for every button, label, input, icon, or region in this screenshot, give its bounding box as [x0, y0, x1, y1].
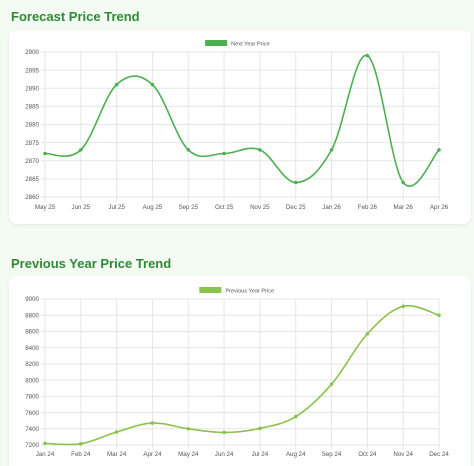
y-tick-label: 2875: [25, 140, 39, 147]
forecast-section-title: Forecast Price Trend: [11, 9, 140, 24]
x-tick-label: Mar 24: [107, 451, 127, 458]
x-tick-label: Apr 26: [430, 204, 449, 211]
x-tick-label: Oct 25: [215, 204, 234, 211]
x-tick-label: May 25: [35, 204, 56, 211]
x-tick-label: Jan 24: [36, 451, 55, 458]
x-tick-label: Feb 26: [358, 204, 378, 211]
x-tick-label: Feb 24: [71, 451, 91, 458]
y-tick-label: 9000: [25, 296, 39, 303]
data-point[interactable]: [222, 430, 226, 435]
legend-swatch: [205, 40, 228, 46]
x-tick-label: Jul 24: [252, 451, 269, 458]
data-point[interactable]: [43, 441, 47, 446]
x-tick-label: Jul 25: [108, 204, 125, 211]
data-point[interactable]: [401, 304, 405, 309]
data-point[interactable]: [186, 426, 191, 431]
data-point[interactable]: [186, 148, 191, 152]
grid: [41, 51, 440, 201]
data-point[interactable]: [222, 151, 226, 156]
x-tick-label: Dec 24: [429, 451, 449, 458]
y-tick-label: 7600: [25, 410, 39, 417]
grid: [41, 298, 440, 449]
data-point[interactable]: [258, 426, 262, 431]
data-point[interactable]: [150, 82, 155, 87]
data-point[interactable]: [293, 414, 298, 419]
x-tick-label: Jun 25: [72, 204, 91, 211]
y-tick-label: 7400: [25, 426, 39, 433]
x-tick-label: Apr 24: [143, 451, 162, 458]
x-tick-label: Sep 25: [178, 204, 198, 211]
data-point[interactable]: [150, 421, 155, 425]
previous-year-chart-card: 7200 7400 7600 7800 8000 8200 8400 8600 8800 9000…: [9, 276, 471, 466]
data-point[interactable]: [437, 148, 441, 152]
data-point[interactable]: [329, 382, 334, 386]
data-point[interactable]: [293, 180, 298, 185]
data-point[interactable]: [329, 148, 334, 152]
x-tick-label: Nov 24: [393, 451, 413, 458]
y-tick-label: 7200: [25, 442, 39, 449]
y-tick-label: 8000: [25, 377, 39, 384]
x-tick-label: Sep 24: [322, 451, 342, 458]
y-tick-label: 2880: [25, 122, 39, 129]
y-tick-label: 7800: [25, 394, 39, 401]
x-tick-label: Mar 26: [394, 204, 414, 211]
legend-label: Next Year Price: [231, 42, 270, 48]
data-point[interactable]: [114, 82, 119, 87]
x-tick-label: Dec 25: [286, 204, 306, 211]
previous-year-price-chart: 7200 7400 7600 7800 8000 8200 8400 8600 8800 9000…: [25, 287, 449, 458]
x-tick-label: Aug 24: [286, 451, 306, 458]
y-tick-label: 8800: [25, 312, 39, 319]
forecast-price-chart: 2860 2865 2870 2875 2880 2885 2890 2895 2900 May …: [25, 40, 449, 211]
series-line: [44, 54, 440, 187]
data-point[interactable]: [79, 441, 83, 446]
legend-swatch: [199, 287, 222, 293]
y-tick-label: 8400: [25, 345, 39, 352]
x-tick-label: Nov 25: [250, 204, 270, 211]
y-tick-label: 2860: [25, 194, 39, 201]
x-tick-label: Oct 24: [358, 451, 377, 458]
y-tick-label: 2890: [25, 85, 39, 92]
y-tick-label: 8200: [25, 361, 39, 368]
legend-label: Previous Year Price: [225, 289, 274, 295]
x-tick-label: Aug 25: [143, 204, 163, 211]
y-tick-label: 2865: [25, 176, 39, 183]
x-tick-label: May 24: [178, 451, 199, 458]
legend[interactable]: Previous Year Price: [199, 287, 274, 295]
data-point[interactable]: [437, 313, 441, 318]
y-tick-label: 2895: [25, 67, 39, 74]
previous-year-section-title: Previous Year Price Trend: [11, 256, 172, 271]
data-point[interactable]: [365, 53, 370, 58]
data-point[interactable]: [43, 151, 47, 156]
forecast-chart-card: 2860 2865 2870 2875 2880 2885 2890 2895 2900 May …: [9, 30, 471, 224]
data-point[interactable]: [258, 148, 262, 152]
x-tick-label: Jun 24: [215, 451, 234, 458]
data-point[interactable]: [114, 430, 119, 434]
legend[interactable]: Next Year Price: [205, 40, 270, 48]
data-point[interactable]: [79, 148, 83, 152]
x-tick-label: Jan 26: [322, 204, 341, 211]
data-point[interactable]: [365, 332, 370, 336]
y-tick-label: 2885: [25, 104, 39, 111]
y-tick-label: 8600: [25, 329, 39, 336]
data-point[interactable]: [401, 180, 405, 185]
series-line: [44, 304, 440, 446]
y-tick-label: 2900: [25, 49, 39, 56]
y-tick-label: 2870: [25, 158, 39, 165]
